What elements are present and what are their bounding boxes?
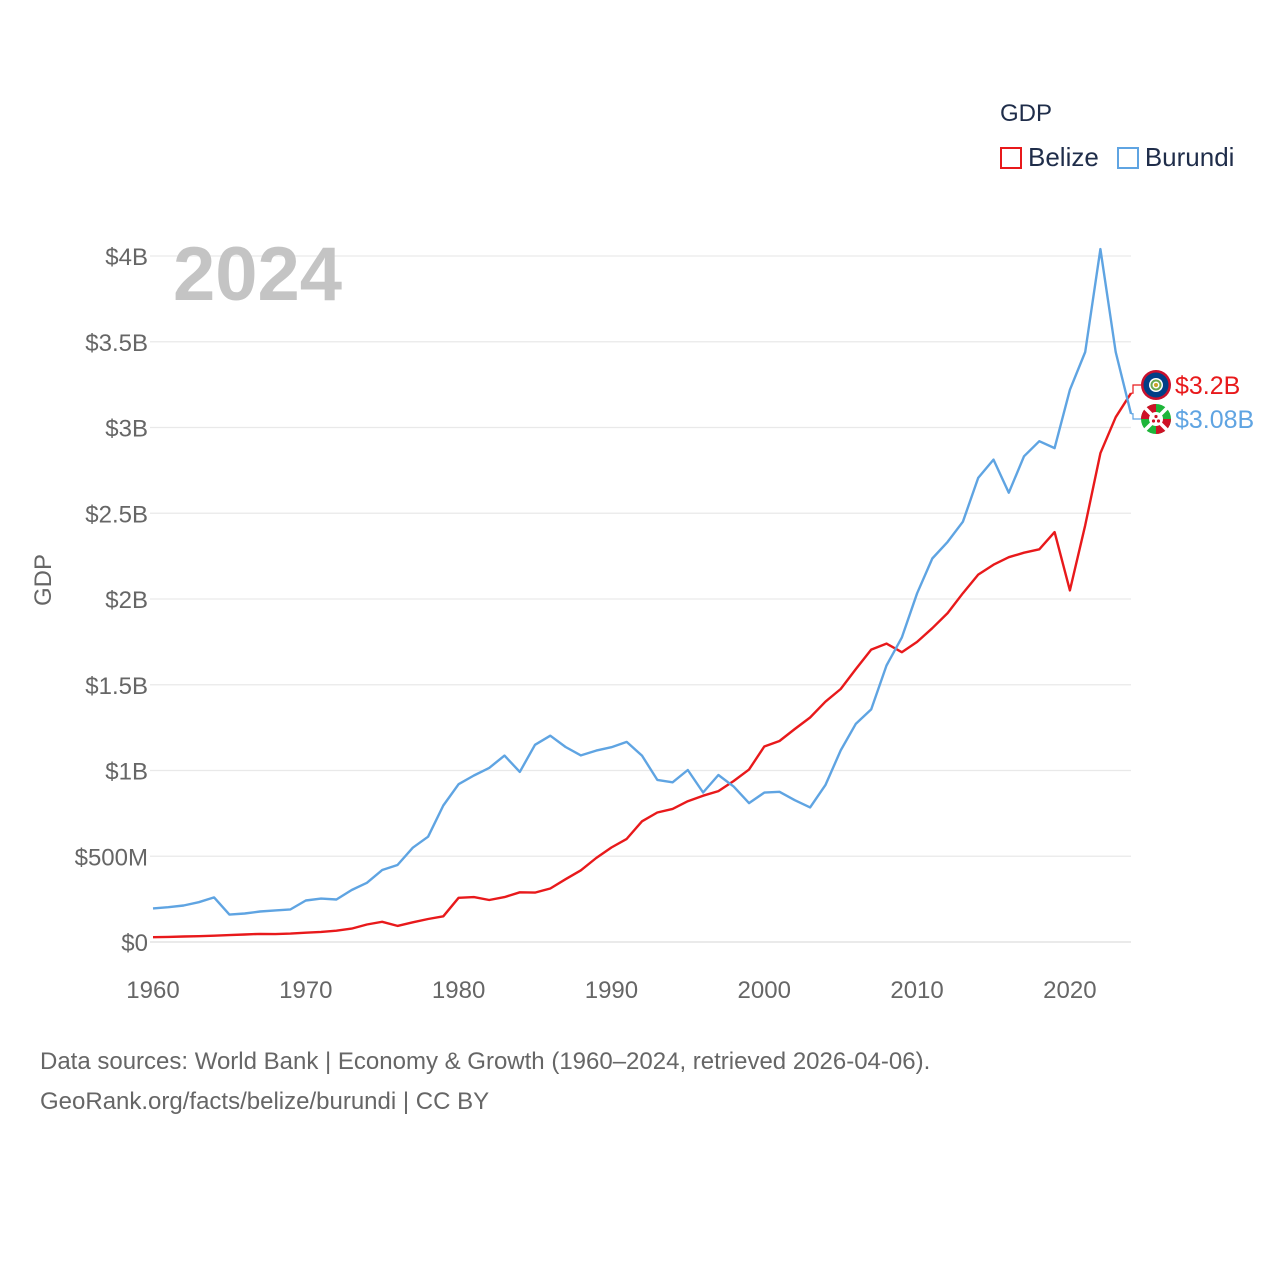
y-axis-ticks: $0 $500M $1B $1.5B $2B $2.5B $3B $3.5B $4B [75, 244, 148, 957]
x-tick-label: 2010 [890, 977, 943, 1004]
sources-line-2: GeoRank.org/facts/belize/burundi | CC BY [40, 1088, 490, 1115]
legend-swatch-belize [1000, 146, 1022, 169]
end-label-burundi: $3.08B [1175, 406, 1254, 434]
y-tick-label: $500M [75, 844, 148, 871]
y-tick-label: $4B [105, 244, 148, 271]
legend-swatch-burundi [1116, 146, 1139, 169]
flag-burundi-icon [1141, 404, 1171, 434]
series-line-burundi [152, 247, 1133, 916]
y-tick-label: $3B [105, 416, 148, 443]
x-tick-label: 2020 [1043, 977, 1096, 1004]
x-tick-label: 2000 [738, 977, 791, 1004]
flag-belize-icon [1141, 370, 1171, 400]
x-axis-ticks: 1960 1970 1980 1990 2000 2010 2020 [126, 977, 1096, 1004]
end-connector-belize [1131, 384, 1141, 394]
legend-label-belize: Belize [1028, 142, 1099, 172]
x-tick-label: 1990 [585, 977, 638, 1004]
end-label-belize: $3.2B [1175, 372, 1240, 400]
sources-line-1: Data sources: World Bank | Economy & Gro… [40, 1048, 931, 1075]
data-sources: Data sources: World Bank | Economy & Gro… [40, 1042, 930, 1122]
x-tick-label: 1970 [279, 977, 332, 1004]
legend-item-burundi[interactable]: Burundi [1116, 142, 1235, 173]
end-connector-burundi [1131, 413, 1141, 420]
end-labels: $3.2B $3.08B [1131, 370, 1254, 434]
y-tick-label: $1B [105, 759, 148, 786]
series-lines [152, 247, 1133, 939]
legend: Belize Burundi [1000, 142, 1252, 173]
year-watermark: 2024 [173, 232, 342, 317]
legend-title: GDP [1000, 100, 1053, 127]
x-tick-label: 1980 [432, 977, 485, 1004]
series-line-belize [152, 392, 1133, 939]
legend-label-burundi: Burundi [1144, 142, 1235, 172]
gridlines [150, 255, 1131, 943]
y-tick-label: $2.5B [85, 501, 148, 528]
legend-item-belize[interactable]: Belize [1000, 142, 1099, 173]
x-tick-label: 1960 [126, 977, 179, 1004]
y-axis-label: GDP [30, 554, 57, 606]
y-tick-label: $1.5B [85, 673, 148, 700]
y-tick-label: $2B [105, 587, 148, 614]
y-tick-label: $0 [121, 930, 148, 957]
y-tick-label: $3.5B [85, 330, 148, 357]
